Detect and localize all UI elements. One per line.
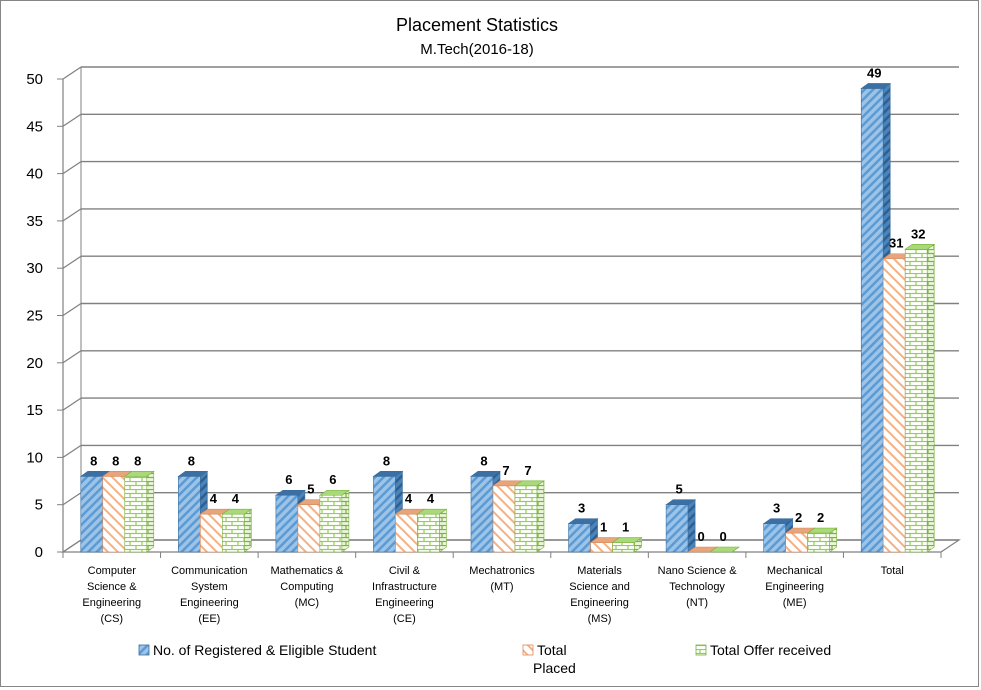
y-tick-label: 45: [26, 118, 43, 135]
y-tick-label: 50: [26, 71, 43, 88]
legend-swatch: [695, 644, 707, 656]
data-label: 4: [232, 491, 240, 506]
bar: [221, 508, 253, 553]
x-tick-label: Total: [881, 565, 904, 577]
data-label: 5: [307, 482, 314, 497]
bar: [665, 499, 697, 553]
x-tick-label: Civil & Infrastructure Engineering (CE): [372, 565, 437, 625]
legend-swatch: [138, 644, 150, 656]
x-tick-label: Mechanical Engineering (ME): [765, 565, 824, 609]
data-label: 31: [889, 236, 903, 251]
bar: [611, 536, 643, 553]
axes: [57, 67, 961, 558]
gridline-side: [62, 303, 82, 316]
data-label: 2: [795, 510, 802, 525]
legend-item: No. of Registered & Eligible Student: [138, 642, 376, 658]
legend-label: Total Placed: [533, 642, 576, 676]
gridline-side: [62, 397, 82, 411]
data-label: 4: [427, 491, 435, 506]
data-label: 8: [112, 453, 119, 468]
legend-item: Total Offer received: [695, 642, 831, 658]
grid-lines: [62, 66, 959, 553]
gridline-side: [62, 66, 82, 80]
data-label: 1: [622, 520, 629, 535]
legend-swatch: [522, 644, 534, 656]
data-label: 0: [719, 529, 726, 544]
data-label: 4: [405, 491, 413, 506]
gridline-side: [62, 444, 82, 458]
x-tick-label: Mechatronics (MT): [469, 565, 535, 593]
data-label: 3: [773, 501, 780, 516]
data-label: 7: [524, 463, 531, 478]
bar: [318, 489, 350, 553]
y-tick-label: 15: [26, 402, 43, 419]
data-label: 5: [675, 482, 682, 497]
data-label: 2: [817, 510, 824, 525]
legend-label: No. of Registered & Eligible Student: [153, 642, 376, 658]
data-label: 0: [697, 529, 704, 544]
gridline-side: [62, 350, 82, 364]
bar: [806, 527, 838, 553]
data-label: 8: [134, 453, 141, 468]
chart-title: Placement Statistics: [396, 15, 558, 35]
legend: No. of Registered & Eligible Student Tota…: [138, 642, 831, 676]
gridline-side: [62, 208, 82, 222]
y-axis-ticks: 0 5 10 15 20 25 30 35 40 45 50: [26, 71, 43, 561]
data-label: 6: [285, 472, 292, 487]
data-label: 49: [867, 65, 881, 80]
bar: [709, 546, 741, 553]
data-label: 8: [90, 453, 97, 468]
y-tick-label: 30: [26, 260, 43, 277]
y-tick-label: 35: [26, 213, 43, 230]
data-label: 1: [600, 520, 607, 535]
chart-subtitle: M.Tech(2016-18): [420, 41, 533, 58]
data-label: 3: [578, 501, 585, 516]
x-tick-label: Materials Science and Engineering (MS): [569, 565, 630, 625]
x-tick-label: Mathematics & Computing (MC): [271, 565, 344, 609]
data-label: 8: [480, 453, 487, 468]
data-label: 8: [188, 453, 195, 468]
gridline-side: [62, 113, 82, 127]
x-tick-label: Nano Science & Technology (NT): [658, 565, 738, 609]
x-tick-label: Computer Science & Engineering (CS): [82, 565, 141, 625]
x-axis-ticks: Computer Science & Engineering (CS) Communic…: [82, 565, 903, 625]
y-tick-label: 10: [26, 449, 43, 466]
bar: [514, 480, 545, 553]
y-tick-label: 0: [35, 544, 43, 561]
bar: [416, 508, 448, 553]
gridline-side: [62, 492, 82, 506]
bars: [79, 82, 936, 553]
data-label: 32: [911, 226, 925, 241]
y-tick-label: 25: [26, 308, 43, 325]
y-tick-label: 5: [35, 497, 43, 514]
bar: [123, 470, 155, 553]
data-label: 8: [383, 453, 390, 468]
data-label: 7: [502, 463, 509, 478]
gridline-side: [62, 255, 82, 269]
legend-label: Total Offer received: [710, 642, 831, 658]
bar: [904, 243, 936, 553]
y-tick-label: 20: [26, 355, 43, 372]
data-label: 6: [329, 472, 336, 487]
x-tick-label: Communication System Engineering (EE): [171, 565, 247, 625]
data-label: 4: [210, 491, 218, 506]
gridline-side: [62, 161, 82, 175]
y-tick-label: 40: [26, 166, 43, 183]
legend-item: Total Placed: [522, 642, 576, 676]
